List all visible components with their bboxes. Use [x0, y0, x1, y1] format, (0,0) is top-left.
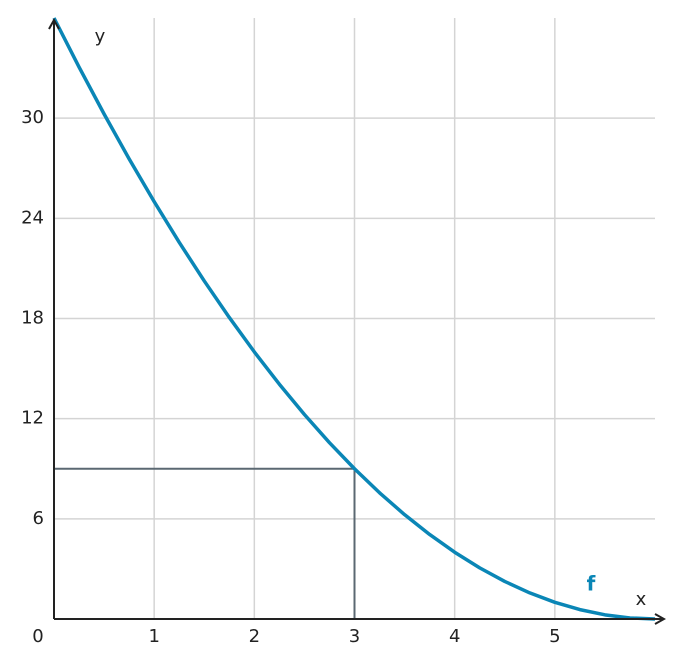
y-tick-label: 12 [21, 408, 44, 429]
y-tick-label: 6 [33, 508, 44, 529]
x-tick-label: 4 [449, 626, 460, 647]
y-tick-label: 24 [21, 207, 44, 228]
x-tick-label: 1 [148, 626, 159, 647]
x-axis-label: x [636, 589, 647, 610]
x-tick-label: 2 [249, 626, 260, 647]
series-line [52, 17, 656, 621]
y-axis-label: y [95, 26, 106, 47]
highlight-rect [53, 467, 356, 619]
x-tick-label: 3 [349, 626, 360, 647]
x-tick-label: 0 [32, 626, 43, 647]
y-tick-label: 18 [21, 308, 44, 329]
x-tick-label: 5 [549, 626, 560, 647]
y-tick-label: 30 [21, 107, 44, 128]
series-label: f [587, 572, 596, 596]
